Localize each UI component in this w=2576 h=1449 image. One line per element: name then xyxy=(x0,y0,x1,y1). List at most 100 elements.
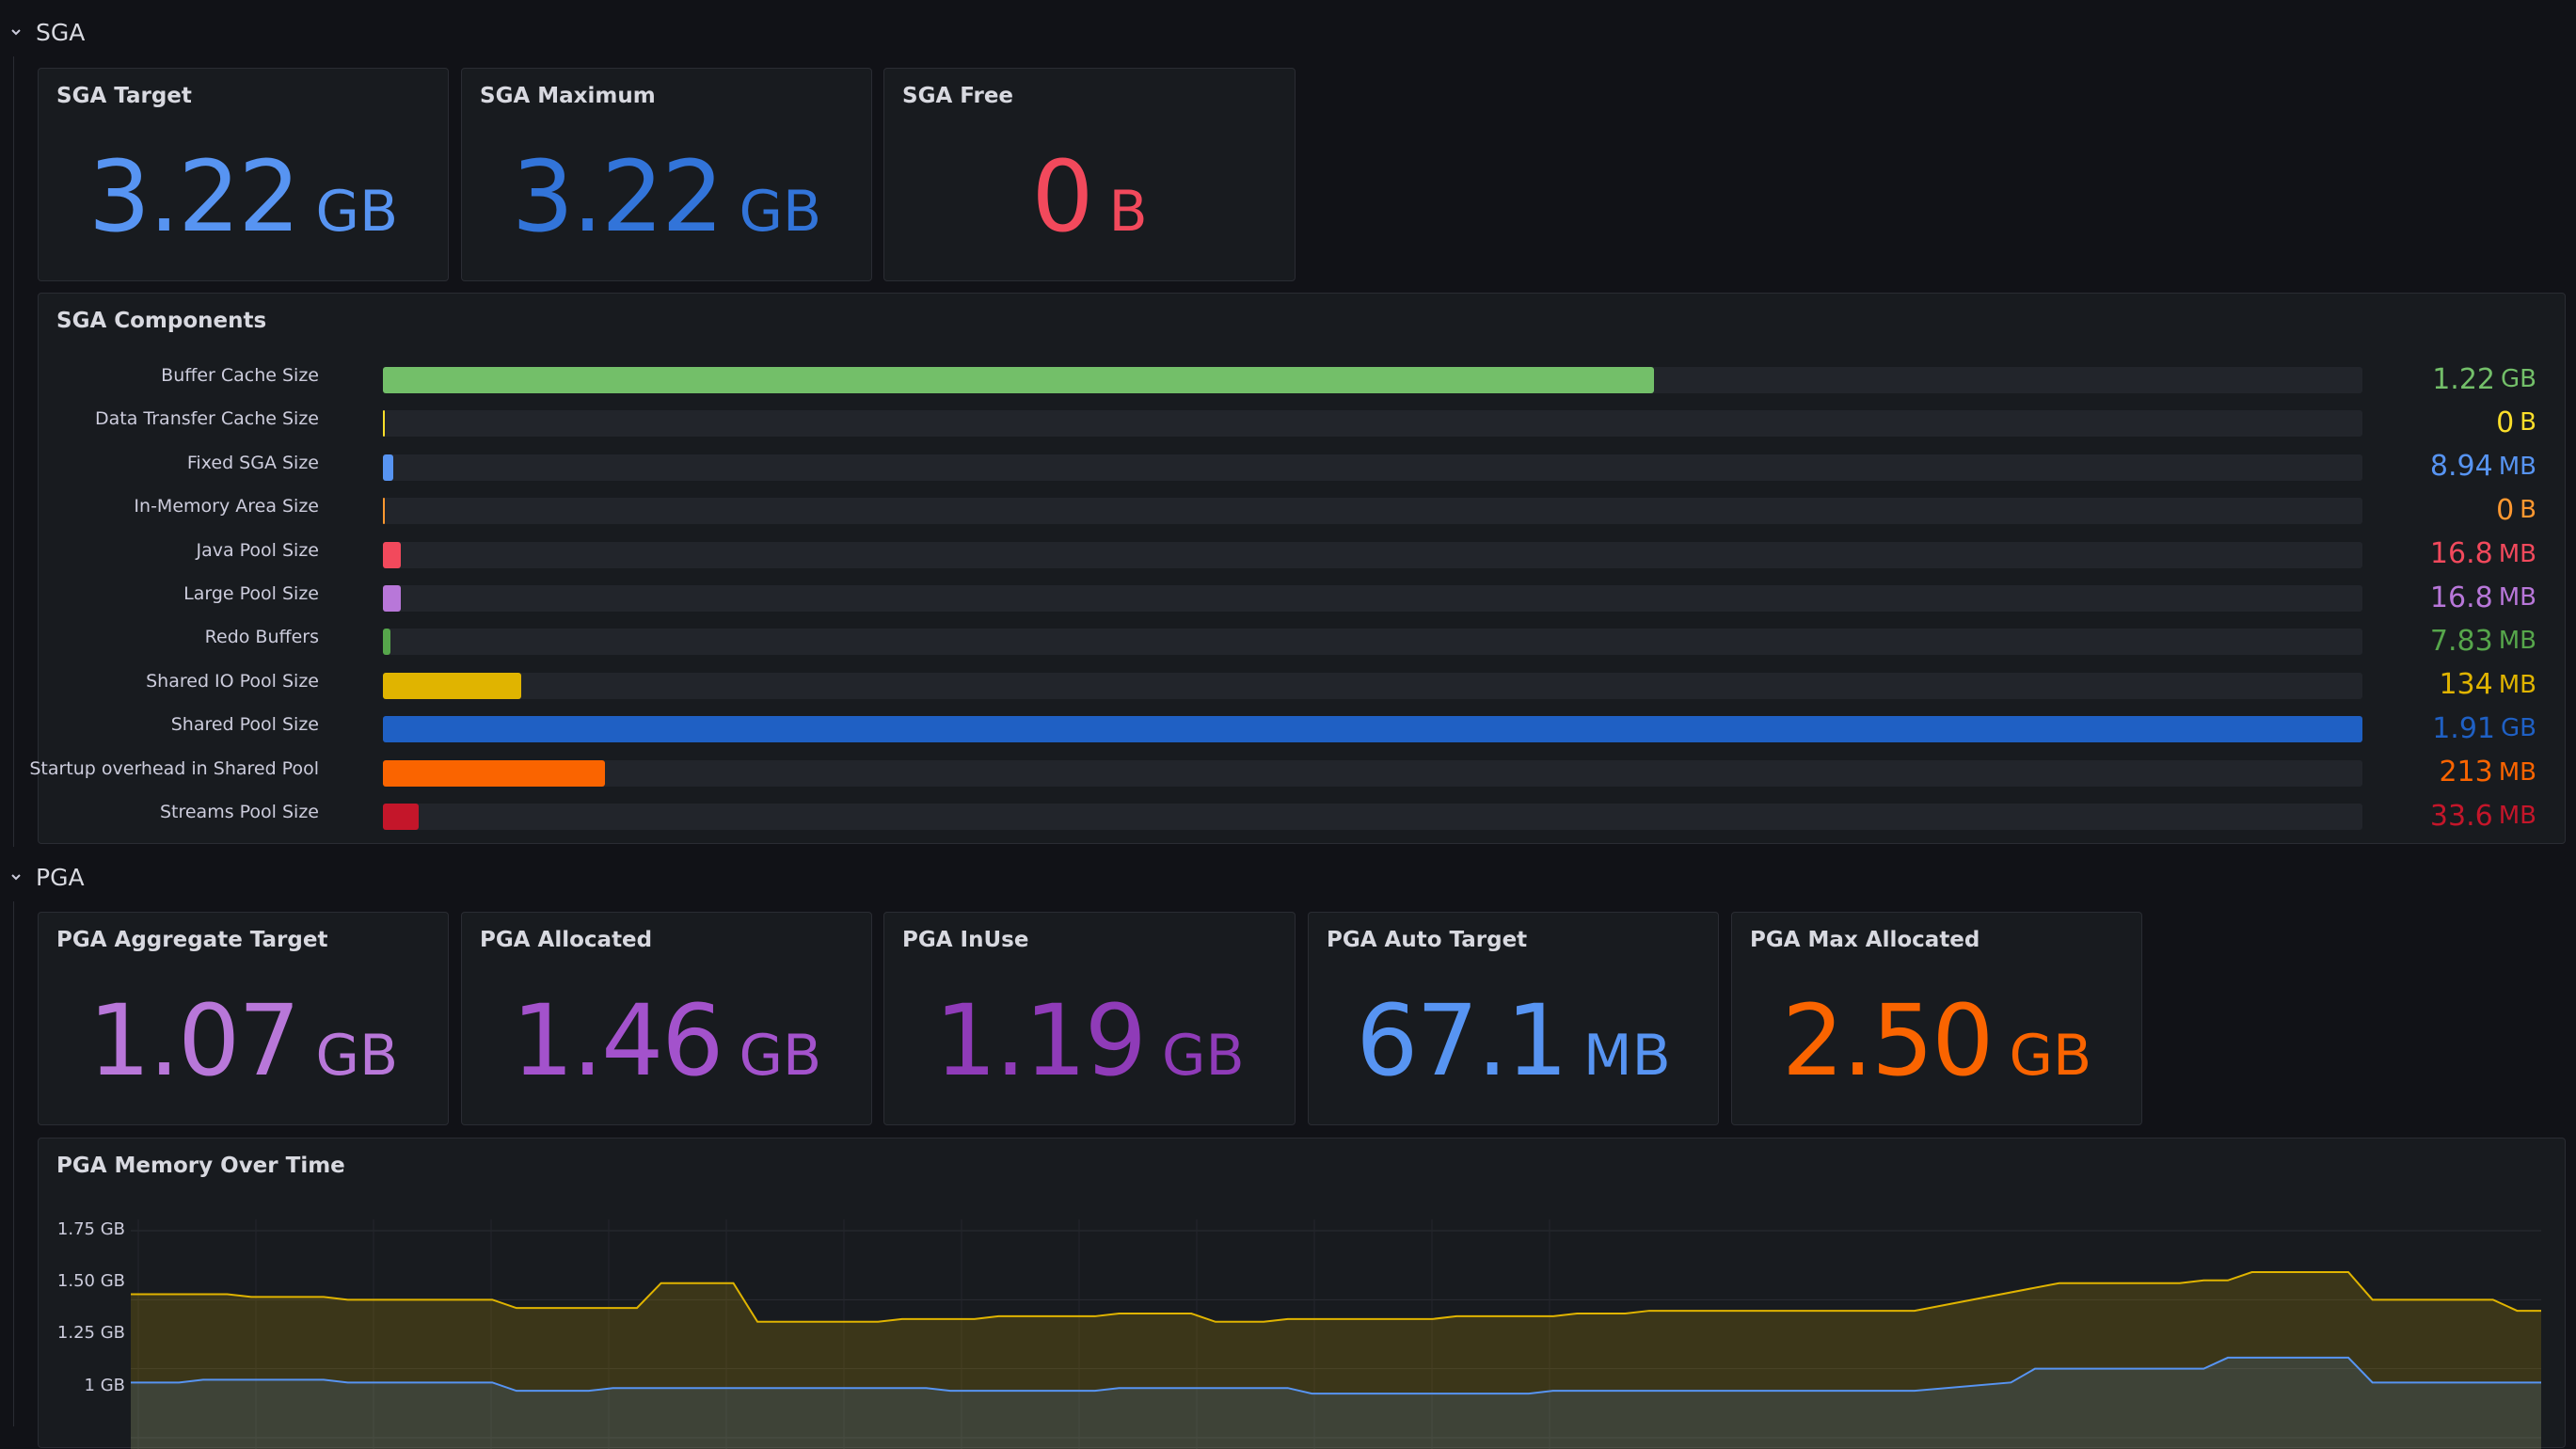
bar-gauge-unit: MB xyxy=(2498,539,2536,568)
panel-title: PGA Max Allocated xyxy=(1750,928,1980,952)
bar-gauge-unit: MB xyxy=(2498,452,2536,481)
bar-gauge-fill xyxy=(383,672,522,699)
bar-gauge-row[interactable]: Shared Pool Size 1.91 GB xyxy=(39,706,2565,745)
row-header-pga[interactable]: PGA xyxy=(0,860,85,894)
bar-gauge-unit: GB xyxy=(2501,365,2536,393)
bar-gauge-fill xyxy=(383,498,385,525)
stat-unit: B xyxy=(1108,179,1148,245)
panel-title: PGA Memory Over Time xyxy=(56,1154,345,1178)
stat-panel-pga-allocated[interactable]: PGA Allocated 1.46 GB xyxy=(461,912,872,1125)
bar-gauge-label: Shared IO Pool Size xyxy=(146,670,319,692)
chevron-down-icon[interactable] xyxy=(6,870,26,884)
bar-gauge-number: 16.8 xyxy=(2429,581,2493,614)
panel-title: PGA Auto Target xyxy=(1327,928,1528,952)
row-divider xyxy=(13,901,14,1426)
panel-title: SGA Free xyxy=(902,84,1014,108)
bar-gauge-number: 134 xyxy=(2439,668,2493,702)
bar-gauge-value: 213 MB xyxy=(2439,750,2536,795)
bar-gauge-value: 134 MB xyxy=(2439,662,2536,708)
stat-value: 1.19 GB xyxy=(884,992,1295,1090)
bar-gauge-row[interactable]: Redo Buffers 7.83 MB xyxy=(39,618,2565,658)
y-tick-label: 1.50 GB xyxy=(56,1271,125,1291)
bar-gauge-row[interactable]: Data Transfer Cache Size 0 B xyxy=(39,400,2565,439)
bar-gauge-label: Fixed SGA Size xyxy=(186,452,319,473)
panel-title: PGA Allocated xyxy=(480,928,653,952)
panel-sga-components[interactable]: SGA Components Buffer Cache Size 1.22 GB Da… xyxy=(29,293,2566,844)
bar-gauge-row[interactable]: Shared IO Pool Size 134 MB xyxy=(39,662,2565,701)
bar-gauge-number: 1.91 xyxy=(2432,711,2496,745)
bar-gauge-value: 8.94 MB xyxy=(2430,444,2536,489)
series-area xyxy=(131,1272,2541,1449)
y-tick-label: 1.75 GB xyxy=(56,1219,125,1239)
bar-gauge-fill xyxy=(383,454,393,481)
stat-unit: GB xyxy=(739,1023,822,1089)
stat-panel-pga-auto-target[interactable]: PGA Auto Target 67.1 MB xyxy=(1308,912,1719,1125)
bar-gauge-unit: GB xyxy=(2501,714,2536,743)
chevron-down-icon[interactable] xyxy=(6,25,26,39)
bar-gauge-unit: B xyxy=(2520,496,2536,525)
bar-gauge-track xyxy=(383,410,2362,438)
bar-gauge-number: 213 xyxy=(2439,756,2493,789)
stat-panel-sga-target[interactable]: SGA Target 3.22 GB xyxy=(38,68,449,281)
bar-gauge-row[interactable]: Large Pool Size 16.8 MB xyxy=(39,575,2565,614)
bar-gauge-unit: MB xyxy=(2498,670,2536,699)
bar-gauge-number: 33.6 xyxy=(2429,799,2493,833)
stat-number: 3.22 xyxy=(87,139,301,254)
stat-number: 1.07 xyxy=(87,983,301,1098)
bar-gauge-fill xyxy=(383,410,385,438)
bar-gauge-label: Shared Pool Size xyxy=(170,714,319,736)
pga-chart-plot[interactable] xyxy=(39,1138,2567,1449)
stat-number: 3.22 xyxy=(511,139,724,254)
bar-gauge-value: 33.6 MB xyxy=(2430,793,2536,838)
row-title-pga: PGA xyxy=(36,863,85,891)
panel-title: PGA Aggregate Target xyxy=(56,928,328,952)
y-tick-label: 1.25 GB xyxy=(56,1323,125,1343)
bar-gauge-value: 1.91 GB xyxy=(2432,706,2536,751)
bar-gauge-unit: MB xyxy=(2498,583,2536,612)
bar-gauge-track xyxy=(383,629,2362,656)
bar-gauge-row[interactable]: In-Memory Area Size 0 B xyxy=(39,487,2565,527)
bar-gauge-number: 0 xyxy=(2496,493,2515,527)
bar-gauge-label: Large Pool Size xyxy=(183,583,319,604)
bar-gauge-label: In-Memory Area Size xyxy=(134,496,319,518)
bar-gauge-fill xyxy=(383,541,401,568)
bar-gauge-row[interactable]: Java Pool Size 16.8 MB xyxy=(39,532,2565,570)
bar-gauge-fill xyxy=(383,629,391,656)
panel-title: SGA Maximum xyxy=(480,84,656,108)
stat-unit: GB xyxy=(2009,1023,2092,1089)
stat-value: 1.46 GB xyxy=(462,992,871,1090)
bar-gauge-row[interactable]: Buffer Cache Size 1.22 GB xyxy=(39,357,2565,396)
bar-gauge-number: 0 xyxy=(2496,406,2515,439)
row-divider xyxy=(13,56,14,847)
bar-gauge-track xyxy=(383,672,2362,699)
series-line xyxy=(131,1271,2541,1323)
row-header-sga[interactable]: SGA xyxy=(0,15,85,49)
stat-number: 1.46 xyxy=(511,983,724,1098)
bar-gauge-row[interactable]: Startup overhead in Shared Pool 213 MB xyxy=(29,750,2565,788)
bar-gauge-value: 1.22 GB xyxy=(2432,357,2536,402)
bar-gauge-label: Streams Pool Size xyxy=(159,802,319,822)
stat-value: 2.50 GB xyxy=(1732,992,2141,1090)
bar-gauge-row[interactable]: Streams Pool Size 33.6 MB xyxy=(39,793,2565,833)
stat-unit: GB xyxy=(739,179,822,245)
stat-panel-pga-max-allocated[interactable]: PGA Max Allocated 2.50 GB xyxy=(1731,912,2142,1125)
bar-gauge-fill xyxy=(383,585,401,612)
stat-panel-pga-aggregate-target[interactable]: PGA Aggregate Target 1.07 GB xyxy=(38,912,449,1125)
bar-gauge-row[interactable]: Fixed SGA Size 8.94 MB xyxy=(39,444,2565,483)
stat-panel-pga-inuse[interactable]: PGA InUse 1.19 GB xyxy=(883,912,1296,1125)
stat-value: 1.07 GB xyxy=(39,992,448,1090)
bar-gauge-unit: B xyxy=(2520,408,2536,438)
series-line xyxy=(131,1356,2541,1395)
stat-panel-sga-maximum[interactable]: SGA Maximum 3.22 GB xyxy=(461,68,872,281)
bar-gauge-label: Java Pool Size xyxy=(196,539,319,561)
bar-gauge-unit: MB xyxy=(2498,802,2536,830)
bar-gauge-number: 7.83 xyxy=(2429,624,2493,658)
stat-number: 1.19 xyxy=(934,983,1147,1098)
bar-gauge-unit: MB xyxy=(2498,757,2536,787)
panel-pga-memory-over-time[interactable]: PGA Memory Over Time 1.75 GB 1.50 GB 1.2… xyxy=(38,1138,2567,1449)
stat-number: 2.50 xyxy=(1781,983,1995,1098)
bar-gauge-track xyxy=(383,759,2362,787)
row-title-sga: SGA xyxy=(36,18,86,46)
